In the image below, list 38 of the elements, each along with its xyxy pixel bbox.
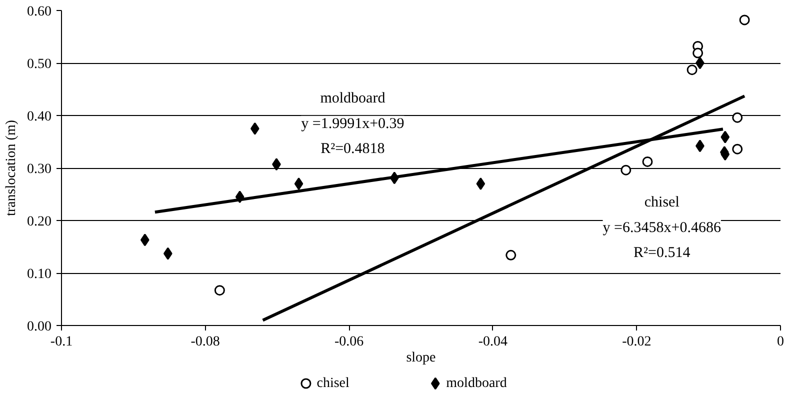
point [214, 285, 225, 296]
x-tick-label: -0.1 [50, 334, 73, 350]
x-tick-label: -0.06 [334, 334, 364, 350]
y-tick-label: 0.10 [27, 267, 52, 282]
y-tick-label: 0.30 [27, 162, 52, 177]
point [140, 234, 150, 246]
point [732, 144, 743, 154]
point [620, 164, 632, 176]
legend-label: moldboard [446, 376, 507, 391]
legend-label: chisel [316, 376, 350, 391]
annotation: chisel [644, 194, 680, 211]
annotation: R²=0.4818 [320, 141, 385, 158]
y-tick-label: 0.20 [27, 214, 52, 230]
x-tick-label: -0.08 [190, 334, 220, 350]
y-axis-title: translocation (m) [4, 120, 19, 216]
annotation: y =6.3458x+0.4686 [602, 220, 722, 236]
point [692, 48, 704, 58]
point [163, 247, 172, 260]
point [294, 178, 304, 190]
x-tick-label: -0.04 [478, 334, 508, 350]
point [642, 156, 653, 167]
point [506, 250, 516, 260]
y-tick-label: 0.40 [27, 110, 52, 124]
annotation: moldboard [320, 90, 386, 107]
y-tick-label: 0.00 [27, 320, 52, 334]
point [476, 178, 486, 190]
x-axis-title: slope [406, 350, 436, 366]
x-tick-label: -0.02 [622, 334, 652, 350]
y-tick-label: 0.60 [27, 4, 52, 20]
y-tick-label: 0.50 [27, 57, 52, 72]
point [250, 122, 260, 135]
x-tick-label: 0 [777, 334, 784, 350]
point [686, 64, 698, 76]
annotation: y =1.9991x+0.39 [301, 116, 404, 132]
annotation: R²=0.514 [634, 245, 691, 262]
point [739, 14, 750, 26]
point [720, 130, 730, 144]
point [732, 112, 743, 123]
